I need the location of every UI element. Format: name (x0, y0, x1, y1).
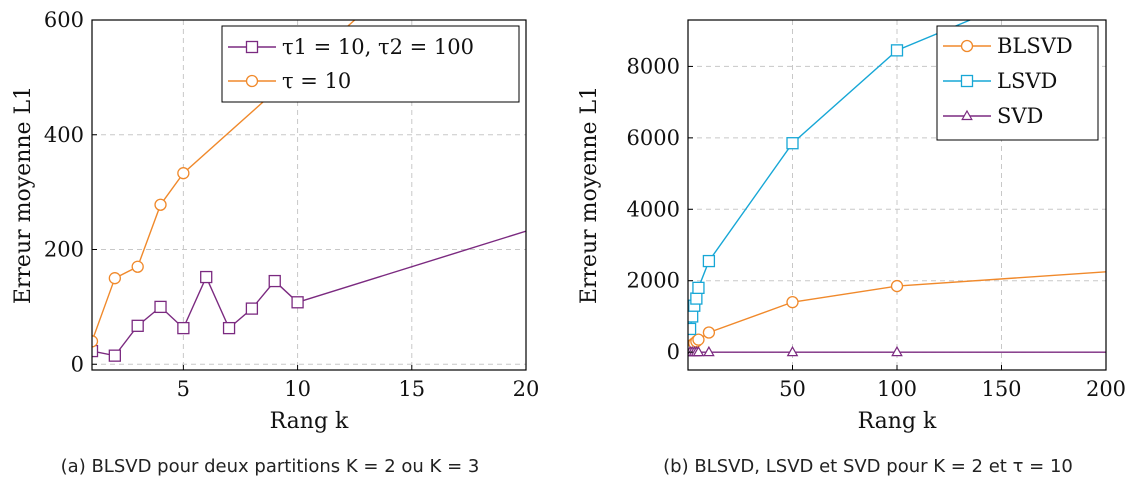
chart-b-ytick-label-4: 8000 (627, 54, 680, 78)
chart-b-series-1-point-7 (890, 44, 904, 57)
chart-a-legend-marker-0 (245, 40, 259, 54)
chart-b-series-1-point-4 (692, 281, 705, 295)
chart-a-xlabel: Rang k (270, 409, 349, 434)
chart-b-ytick-label-1: 2000 (627, 269, 680, 293)
chart-a-ytick-label-3: 600 (44, 8, 84, 32)
chart-a-series-1-point-0 (92, 335, 99, 348)
chart-a-legend-marker-1 (245, 74, 259, 88)
chart-a-series-0-point-8 (268, 274, 281, 288)
chart-b-legend-marker-0 (960, 39, 974, 53)
chart-b-caption: (b) BLSVD, LSVD et SVD pour K = 2 et τ =… (663, 456, 1073, 477)
chart-a-series-0-point-2 (131, 319, 144, 332)
chart-a-frame (91, 19, 527, 371)
chart-b-series-0-point-6 (786, 295, 799, 309)
chart-b-series-1-point-5 (702, 254, 716, 268)
chart-b-series-2-point-4 (692, 345, 705, 357)
chart-b-series-0-point-7 (890, 279, 904, 293)
chart-b-legend-label-1: LSVD (997, 69, 1057, 93)
chart-a-series-0-point-0 (92, 344, 99, 358)
chart-a-series-0-point-7 (245, 302, 259, 315)
chart-a-series-0-point-9 (291, 296, 304, 309)
chart-a-series-0-point-1 (108, 349, 121, 362)
chart-b-series-2-point-6 (786, 345, 799, 357)
chart-b-ytick-label-0: 0 (667, 340, 680, 364)
chart-a-legend-label-1: τ = 10 (282, 69, 351, 93)
chart-a-ylabel: Erreur moyenne L1 (11, 86, 36, 304)
chart-b-series-1-point-6 (786, 137, 799, 150)
chart-b-xtick-label-3: 200 (1086, 377, 1126, 401)
chart-a-caption: (a) BLSVD pour deux partitions K = 2 ou … (61, 456, 480, 477)
chart-a-series-1-point-4 (177, 167, 190, 180)
chart-b-xtick-label-0: 50 (779, 377, 806, 401)
chart-a-ytick-label-1: 200 (44, 238, 84, 262)
chart-b-legend-label-0: BLSVD (997, 34, 1073, 58)
chart-a-ytick-label-2: 400 (44, 123, 84, 147)
chart-a-xtick-label-0: 5 (177, 377, 190, 401)
chart-b-series (688, 20, 1106, 357)
chart-b-legend: BLSVD LSVD SVD (936, 25, 1099, 141)
chart-b-xtick-label-2: 150 (981, 377, 1021, 401)
chart-b-series-1-point-0 (688, 322, 697, 336)
chart-b-series-2-point-5 (703, 345, 715, 357)
chart-a-xtick-label-1: 10 (284, 377, 311, 401)
chart-b-ytick-label-2: 4000 (627, 197, 680, 221)
chart-a-xtick-label-3: 20 (513, 377, 540, 401)
chart-a-series-1-point-1 (108, 272, 121, 285)
chart-b-ylabel: Erreur moyenne L1 (577, 86, 602, 304)
chart-b-series-1-line (689, 20, 971, 330)
chart-b-series-1-point-3 (690, 292, 703, 305)
chart-b-legend-label-2: SVD (997, 104, 1043, 128)
chart-b-series-0-point-4 (692, 333, 705, 346)
chart-b-xtick-label-1: 100 (877, 377, 917, 401)
chart-a-series-1-line (92, 20, 356, 342)
chart-a-series-0-point-3 (154, 300, 167, 314)
chart-a-series-0-point-6 (222, 321, 236, 335)
chart-b-ytick-label-3: 6000 (627, 126, 680, 150)
chart-b-series-0-point-5 (702, 326, 716, 339)
chart-a-series-0-point-4 (177, 321, 190, 335)
chart-a-legend-label-0: τ1 = 10, τ2 = 100 (282, 35, 474, 59)
chart-a-ytick-label-0: 0 (71, 352, 84, 376)
chart-a-legend-box (221, 25, 520, 103)
chart-a-series-0-point-5 (200, 270, 213, 284)
chart-a-legend: τ1 = 10, τ2 = 100 τ = 10 (221, 25, 520, 103)
chart-a-series-1-point-3 (154, 198, 167, 211)
chart-b-series-2-point-7 (891, 345, 903, 357)
chart-a-series-1-point-2 (131, 260, 144, 273)
chart-b-legend-marker-2 (961, 109, 973, 121)
chart-b-legend-marker-1 (960, 74, 974, 88)
chart-b-xlabel: Rang k (858, 409, 937, 434)
chart-a-series (92, 20, 526, 362)
chart-a-xtick-label-2: 15 (398, 377, 425, 401)
